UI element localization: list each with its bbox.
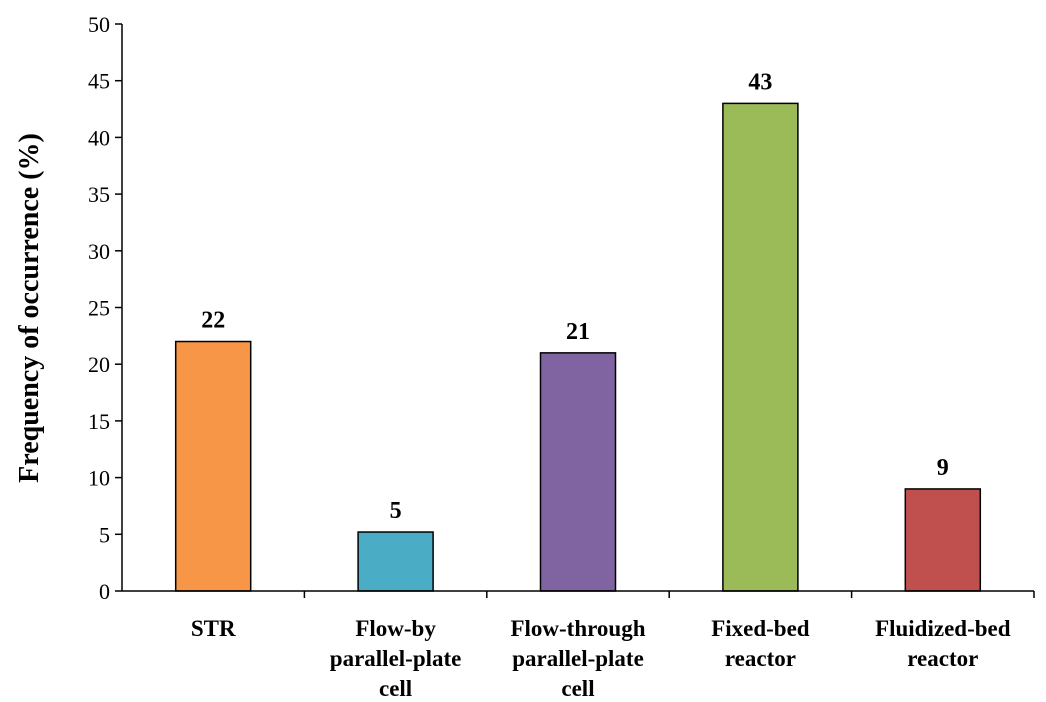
x-category-label-line: parallel-plate	[330, 646, 462, 671]
bars: 22 5 21 43 9	[174, 69, 982, 592]
x-category-label-line: STR	[191, 616, 236, 641]
x-axis: STR Flow-by parallel-plate cellFlow-through…	[122, 590, 1035, 701]
bar	[174, 340, 252, 592]
y-tick-label: 0	[99, 579, 110, 604]
x-category-label-line: Fluidized-bed	[875, 616, 1011, 641]
data-label: 43	[748, 69, 772, 95]
x-category-label-line: reactor	[725, 646, 796, 671]
bar	[357, 531, 434, 592]
x-category-label-line: Fixed-bed	[711, 616, 810, 641]
x-category-label-line: Flow-by	[355, 616, 436, 641]
y-tick-label: 20	[88, 352, 110, 377]
bar	[722, 102, 799, 592]
y-tick-label: 35	[88, 182, 110, 207]
x-category-label-line: parallel-plate	[512, 646, 644, 671]
bar	[904, 488, 982, 592]
y-tick-label: 40	[88, 125, 110, 150]
data-label: 21	[566, 319, 590, 345]
y-tick-label: 50	[88, 12, 110, 37]
y-tick-label: 10	[88, 466, 110, 491]
x-category-label: STR	[191, 616, 236, 641]
x-category-label: Fixed-bed reactor	[711, 616, 810, 671]
data-label: 9	[937, 455, 949, 481]
x-category-label: Fluidized-bed reactor	[875, 616, 1011, 671]
x-category-label-line: Flow-through	[510, 616, 645, 641]
y-tick-label: 5	[99, 522, 110, 547]
y-tick-label: 30	[88, 239, 110, 264]
x-category-label: Flow-by parallel-plate cell	[330, 616, 462, 701]
y-axis-title: Frequency of occurrence (%)	[14, 133, 45, 483]
x-category-label-line: reactor	[907, 646, 978, 671]
y-tick-label: 25	[88, 296, 110, 321]
x-category-label: Flow-through parallel-plate cell	[510, 616, 645, 701]
y-axis: 0 5 10 15 20 25 30 35 40 45 50	[88, 12, 123, 604]
bar	[539, 352, 617, 592]
y-tick-label: 45	[88, 69, 110, 94]
y-tick-label: 15	[88, 409, 110, 434]
data-label: 5	[390, 498, 402, 524]
x-category-label-line: cell	[379, 676, 412, 701]
data-label: 22	[201, 308, 225, 334]
x-category-label-line: cell	[561, 676, 594, 701]
